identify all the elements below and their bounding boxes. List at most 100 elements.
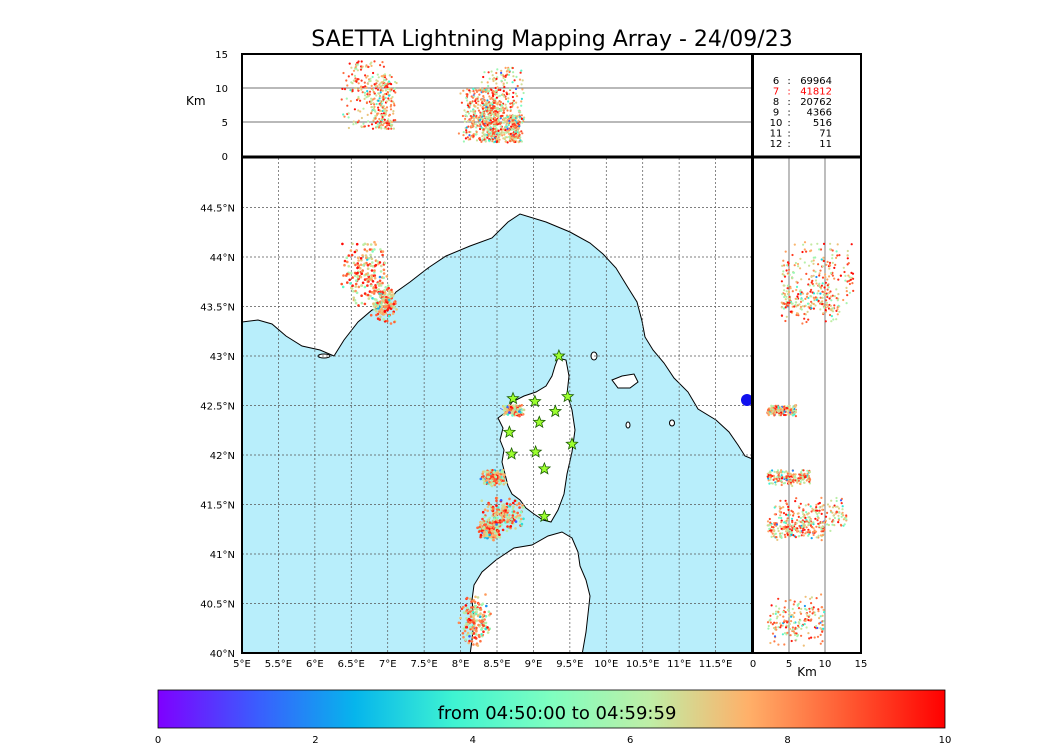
lightning-source	[500, 523, 503, 526]
lightning-source-altitude-lon	[495, 77, 498, 80]
lightning-source-altitude-lon	[375, 79, 378, 82]
lightning-source-altitude-lat	[791, 411, 794, 414]
lightning-source	[496, 470, 500, 473]
station-count-value: 20762	[800, 97, 832, 108]
lightning-source-altitude-lat	[802, 515, 805, 518]
lightning-source-altitude-lon	[489, 104, 492, 107]
lightning-source-altitude-lat	[835, 288, 838, 291]
lightning-source-altitude-lon	[473, 117, 476, 120]
lightning-source	[489, 525, 493, 529]
lightning-source-altitude-lat	[802, 481, 806, 484]
lightning-source-altitude-lon	[352, 79, 355, 82]
lightning-source-altitude-lat	[788, 273, 791, 276]
lightning-source-altitude-lat	[780, 527, 783, 530]
lightning-source-altitude-lon	[504, 103, 507, 106]
lightning-source-altitude-lat	[832, 318, 835, 321]
lightning-source-altitude-lat	[816, 512, 819, 516]
lightning-source	[463, 629, 467, 633]
lightning-source-altitude-lat	[804, 504, 807, 507]
lightning-source-altitude-lat	[848, 282, 852, 286]
lightning-source	[387, 307, 390, 310]
lightning-source-altitude-lat	[769, 478, 772, 481]
lightning-source-altitude-lat	[828, 313, 832, 317]
lightning-source-altitude-lat	[789, 513, 792, 517]
lightning-source-altitude-lon	[503, 131, 506, 134]
lightning-source-altitude-lon	[508, 114, 511, 117]
lightning-source-altitude-lat	[842, 514, 845, 517]
lightning-source-altitude-lat	[843, 523, 846, 526]
lightning-source-altitude-lat	[782, 526, 785, 529]
lightning-source-altitude-lon	[340, 98, 343, 101]
lightning-source	[487, 502, 491, 506]
lightning-source-altitude-lat	[781, 409, 784, 412]
station-star-icon	[552, 348, 566, 362]
lightning-source-altitude-lon	[520, 83, 523, 86]
lightning-source-altitude-lat	[821, 265, 825, 268]
lightning-source-altitude-lon	[360, 79, 363, 82]
lightning-source	[480, 619, 484, 622]
lightning-source-altitude-lat	[777, 597, 780, 600]
lightning-source-altitude-lat	[774, 412, 777, 415]
lightning-source-altitude-lat	[783, 533, 787, 536]
lightning-source-altitude-lat	[796, 481, 799, 484]
lightning-source-altitude-lon	[469, 101, 472, 104]
lightning-source-altitude-lon	[481, 100, 484, 103]
lightning-source-altitude-lat	[821, 606, 824, 609]
lightning-source-altitude-lat	[803, 261, 806, 264]
lightning-source-altitude-lat	[779, 534, 782, 537]
lightning-source-altitude-lon	[383, 118, 386, 121]
lightning-source	[472, 613, 476, 617]
lightning-source-altitude-lat	[818, 282, 821, 285]
lightning-source-altitude-lon	[490, 96, 493, 99]
lightning-source	[500, 507, 504, 510]
lightning-source-altitude-lon	[356, 121, 359, 124]
lightning-source-altitude-lon	[377, 106, 380, 109]
lightning-source-altitude-lon	[490, 88, 493, 92]
lightning-source	[514, 527, 517, 530]
lightning-source	[376, 305, 380, 308]
lightning-source	[376, 301, 379, 305]
lightning-source	[492, 534, 496, 537]
lightning-source	[518, 406, 522, 410]
lightning-source	[384, 286, 388, 289]
lightning-source	[382, 297, 386, 300]
lightning-source-altitude-lon	[502, 121, 506, 124]
lightning-source-altitude-lat	[793, 528, 796, 531]
lightning-source	[479, 608, 483, 611]
lightning-source-altitude-lat	[821, 276, 825, 279]
lightning-source	[363, 248, 367, 251]
lightning-source	[375, 310, 378, 313]
lightning-source-altitude-lat	[833, 304, 836, 307]
lightning-source-altitude-lon	[515, 75, 518, 78]
lightning-source-altitude-lat	[810, 288, 813, 291]
lightning-source-altitude-lat	[782, 307, 786, 310]
lightning-source-altitude-lon	[466, 88, 469, 91]
lightning-source-altitude-lat	[799, 600, 802, 604]
lightning-source-altitude-lon	[506, 119, 509, 122]
lightning-source-altitude-lon	[487, 131, 490, 134]
lightning-source-altitude-lon	[466, 136, 469, 139]
lightning-source	[357, 304, 360, 307]
lightning-source-altitude-lat	[803, 520, 806, 523]
lightning-source-altitude-lon	[352, 69, 356, 72]
station-count-stations: 10	[770, 118, 783, 129]
lightning-source-altitude-lat	[809, 304, 812, 307]
lightning-source-altitude-lon	[392, 112, 395, 115]
lightning-source	[482, 526, 486, 529]
lightning-source	[496, 512, 500, 515]
lightning-source-altitude-lat	[783, 294, 787, 297]
lightning-source-altitude-lon	[504, 66, 507, 69]
lightning-source	[483, 530, 487, 534]
lightning-source-altitude-lat	[794, 415, 798, 418]
lightning-source-altitude-lat	[807, 534, 810, 537]
lightning-source-altitude-lat	[851, 282, 854, 285]
lightning-source-altitude-lon	[387, 97, 390, 100]
lightning-source-altitude-lon	[462, 89, 465, 92]
lightning-source	[496, 525, 499, 529]
lightning-source-altitude-lon	[487, 134, 490, 137]
lightning-source-altitude-lon	[509, 140, 512, 143]
lightning-source-altitude-lon	[364, 65, 368, 68]
lightning-source-altitude-lat	[833, 266, 836, 269]
lightning-source-altitude-lon	[475, 89, 478, 92]
lightning-source	[385, 295, 388, 299]
